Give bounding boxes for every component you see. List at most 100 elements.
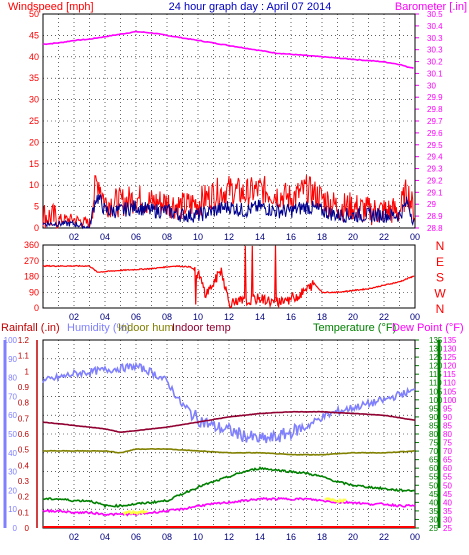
temperature-line: [42, 466, 416, 509]
barometer-axis-label: Barometer [.in]: [395, 1, 467, 13]
dewpoint-tick-label: 130: [443, 345, 457, 354]
dewpoint-tick-label: 35: [443, 507, 452, 516]
rainfall-tick-label: 0.4: [18, 461, 30, 470]
barometer-tick-label: 29: [427, 200, 436, 209]
compass-label: N: [436, 239, 445, 253]
barometer-tick-label: 29.7: [427, 117, 443, 126]
temperature-tick-label: 45: [429, 490, 438, 499]
humidity-tick-label: 70: [8, 392, 17, 401]
windspeed-tick-label: 45: [29, 30, 39, 40]
barometer-tick-label: 29.2: [427, 176, 443, 185]
temperature-tick-label: 120: [429, 362, 443, 371]
rainfall-tick-label: 1: [25, 367, 30, 376]
dewpoint-highlight: [324, 497, 347, 504]
dewpoint-tick-label: 115: [443, 370, 456, 379]
dewpoint-tick-label: 70: [443, 447, 452, 456]
wind-x-tick-label: 02: [69, 232, 79, 242]
temperature-tick-label: 110: [429, 379, 442, 388]
rainfall-tick-label: 0.5: [18, 446, 30, 455]
temperature-tick-label: 40: [429, 498, 438, 507]
humidity-tick-label: 30: [8, 468, 17, 477]
wind-x-tick-label: 08: [162, 232, 172, 242]
dewpoint-tick-label: 135: [443, 336, 457, 345]
direction-x-tick-label: 10: [193, 312, 203, 322]
windspeed-tick-label: 35: [29, 73, 39, 83]
humidity-tick-label: 10: [8, 505, 17, 514]
temp-x-tick-label: 18: [317, 532, 327, 542]
compass-label: S: [436, 271, 444, 285]
dewpoint-tick-label: 95: [443, 404, 452, 413]
rainfall-tick-label: 0.6: [18, 430, 30, 439]
windspeed-tick-label: 30: [29, 95, 39, 105]
dew-point-axis-label: Dew Point (°F): [392, 322, 464, 334]
temp-x-tick-label: 22: [379, 532, 389, 542]
temp-x-tick-label: 04: [100, 532, 110, 542]
temp-x-tick-label: 02: [69, 532, 79, 542]
humidity-axis-label: Humidity (%): [67, 322, 130, 334]
temperature-tick-label: 115: [429, 370, 442, 379]
dewpoint-highlight: [122, 509, 148, 516]
rainfall-tick-label: 0.9: [18, 383, 30, 392]
dewpoint-tick-label: 65: [443, 456, 452, 465]
wind-x-tick-label: 22: [379, 232, 389, 242]
direction-x-tick-label: 08: [162, 312, 172, 322]
barometer-tick-label: 28.8: [427, 224, 443, 233]
rainfall-tick-label: 0: [25, 524, 30, 533]
direction-x-tick-label: 20: [348, 312, 358, 322]
temp-x-tick-label: 20: [348, 532, 358, 542]
barometer-tick-label: 30.3: [427, 46, 443, 55]
barometer-tick-label: 29.4: [427, 153, 443, 162]
wind-direction-line: [42, 245, 415, 309]
barometer-tick-label: 30.2: [427, 58, 443, 67]
rainfall-tick-label: 1.1: [18, 352, 30, 361]
dewpoint-tick-label: 110: [443, 379, 456, 388]
temperature-tick-label: 75: [429, 439, 438, 448]
direction-tick-label: 180: [24, 272, 39, 282]
windspeed-tick-label: 0: [34, 223, 39, 233]
temperature-tick-label: 50: [429, 481, 438, 490]
dewpoint-tick-label: 105: [443, 387, 457, 396]
humidity-tick-label: 100: [4, 336, 18, 345]
wind-x-tick-label: 10: [193, 232, 203, 242]
wind-x-tick-label: 16: [286, 232, 296, 242]
temperature-tick-label: 60: [429, 464, 438, 473]
dewpoint-tick-label: 80: [443, 430, 452, 439]
dewpoint-tick-label: 120: [443, 362, 457, 371]
humidity-tick-label: 40: [8, 449, 17, 458]
dewpoint-tick-label: 85: [443, 421, 452, 430]
barometer-tick-label: 29.8: [427, 105, 443, 114]
temp-x-tick-label: 12: [224, 532, 234, 542]
dewpoint-tick-label: 25: [443, 524, 452, 533]
direction-tick-label: 0: [34, 303, 39, 313]
temperature-tick-label: 30: [429, 515, 438, 524]
dewpoint-tick-label: 40: [443, 498, 452, 507]
barometer-tick-label: 29.6: [427, 129, 443, 138]
rainfall-tick-label: 1.2: [18, 336, 30, 345]
temperature-axis-label: Temperature (°F): [313, 322, 396, 334]
windspeed-tick-label: 15: [29, 159, 39, 169]
direction-tick-label: 360: [24, 240, 39, 250]
barometer-tick-label: 29.3: [427, 165, 443, 174]
barometer-tick-label: 28.9: [427, 212, 443, 221]
barometer-tick-label: 30.3: [427, 34, 443, 43]
temp-x-tick-label: 10: [193, 532, 203, 542]
temperature-tick-label: 95: [429, 404, 438, 413]
humidity-tick-label: 90: [8, 355, 17, 364]
direction-x-tick-label: 16: [286, 312, 296, 322]
windspeed-axis-label: Windspeed [mph]: [8, 1, 94, 13]
rainfall-tick-label: 0.2: [18, 493, 30, 502]
temperature-tick-label: 135: [429, 336, 443, 345]
barometer-tick-label: 30: [427, 81, 436, 90]
barometer-tick-label: 29.1: [427, 188, 443, 197]
wind-x-tick-label: 20: [348, 232, 358, 242]
temperature-tick-label: 100: [429, 396, 443, 405]
temperature-tick-label: 70: [429, 447, 438, 456]
dewpoint-tick-label: 90: [443, 413, 452, 422]
temp-x-tick-label: 14: [255, 532, 265, 542]
windspeed-tick-label: 25: [29, 116, 39, 126]
direction-tick-label: 270: [24, 256, 39, 266]
dewpoint-tick-label: 30: [443, 515, 452, 524]
temperature-tick-label: 130: [429, 345, 443, 354]
direction-x-tick-label: 18: [317, 312, 327, 322]
